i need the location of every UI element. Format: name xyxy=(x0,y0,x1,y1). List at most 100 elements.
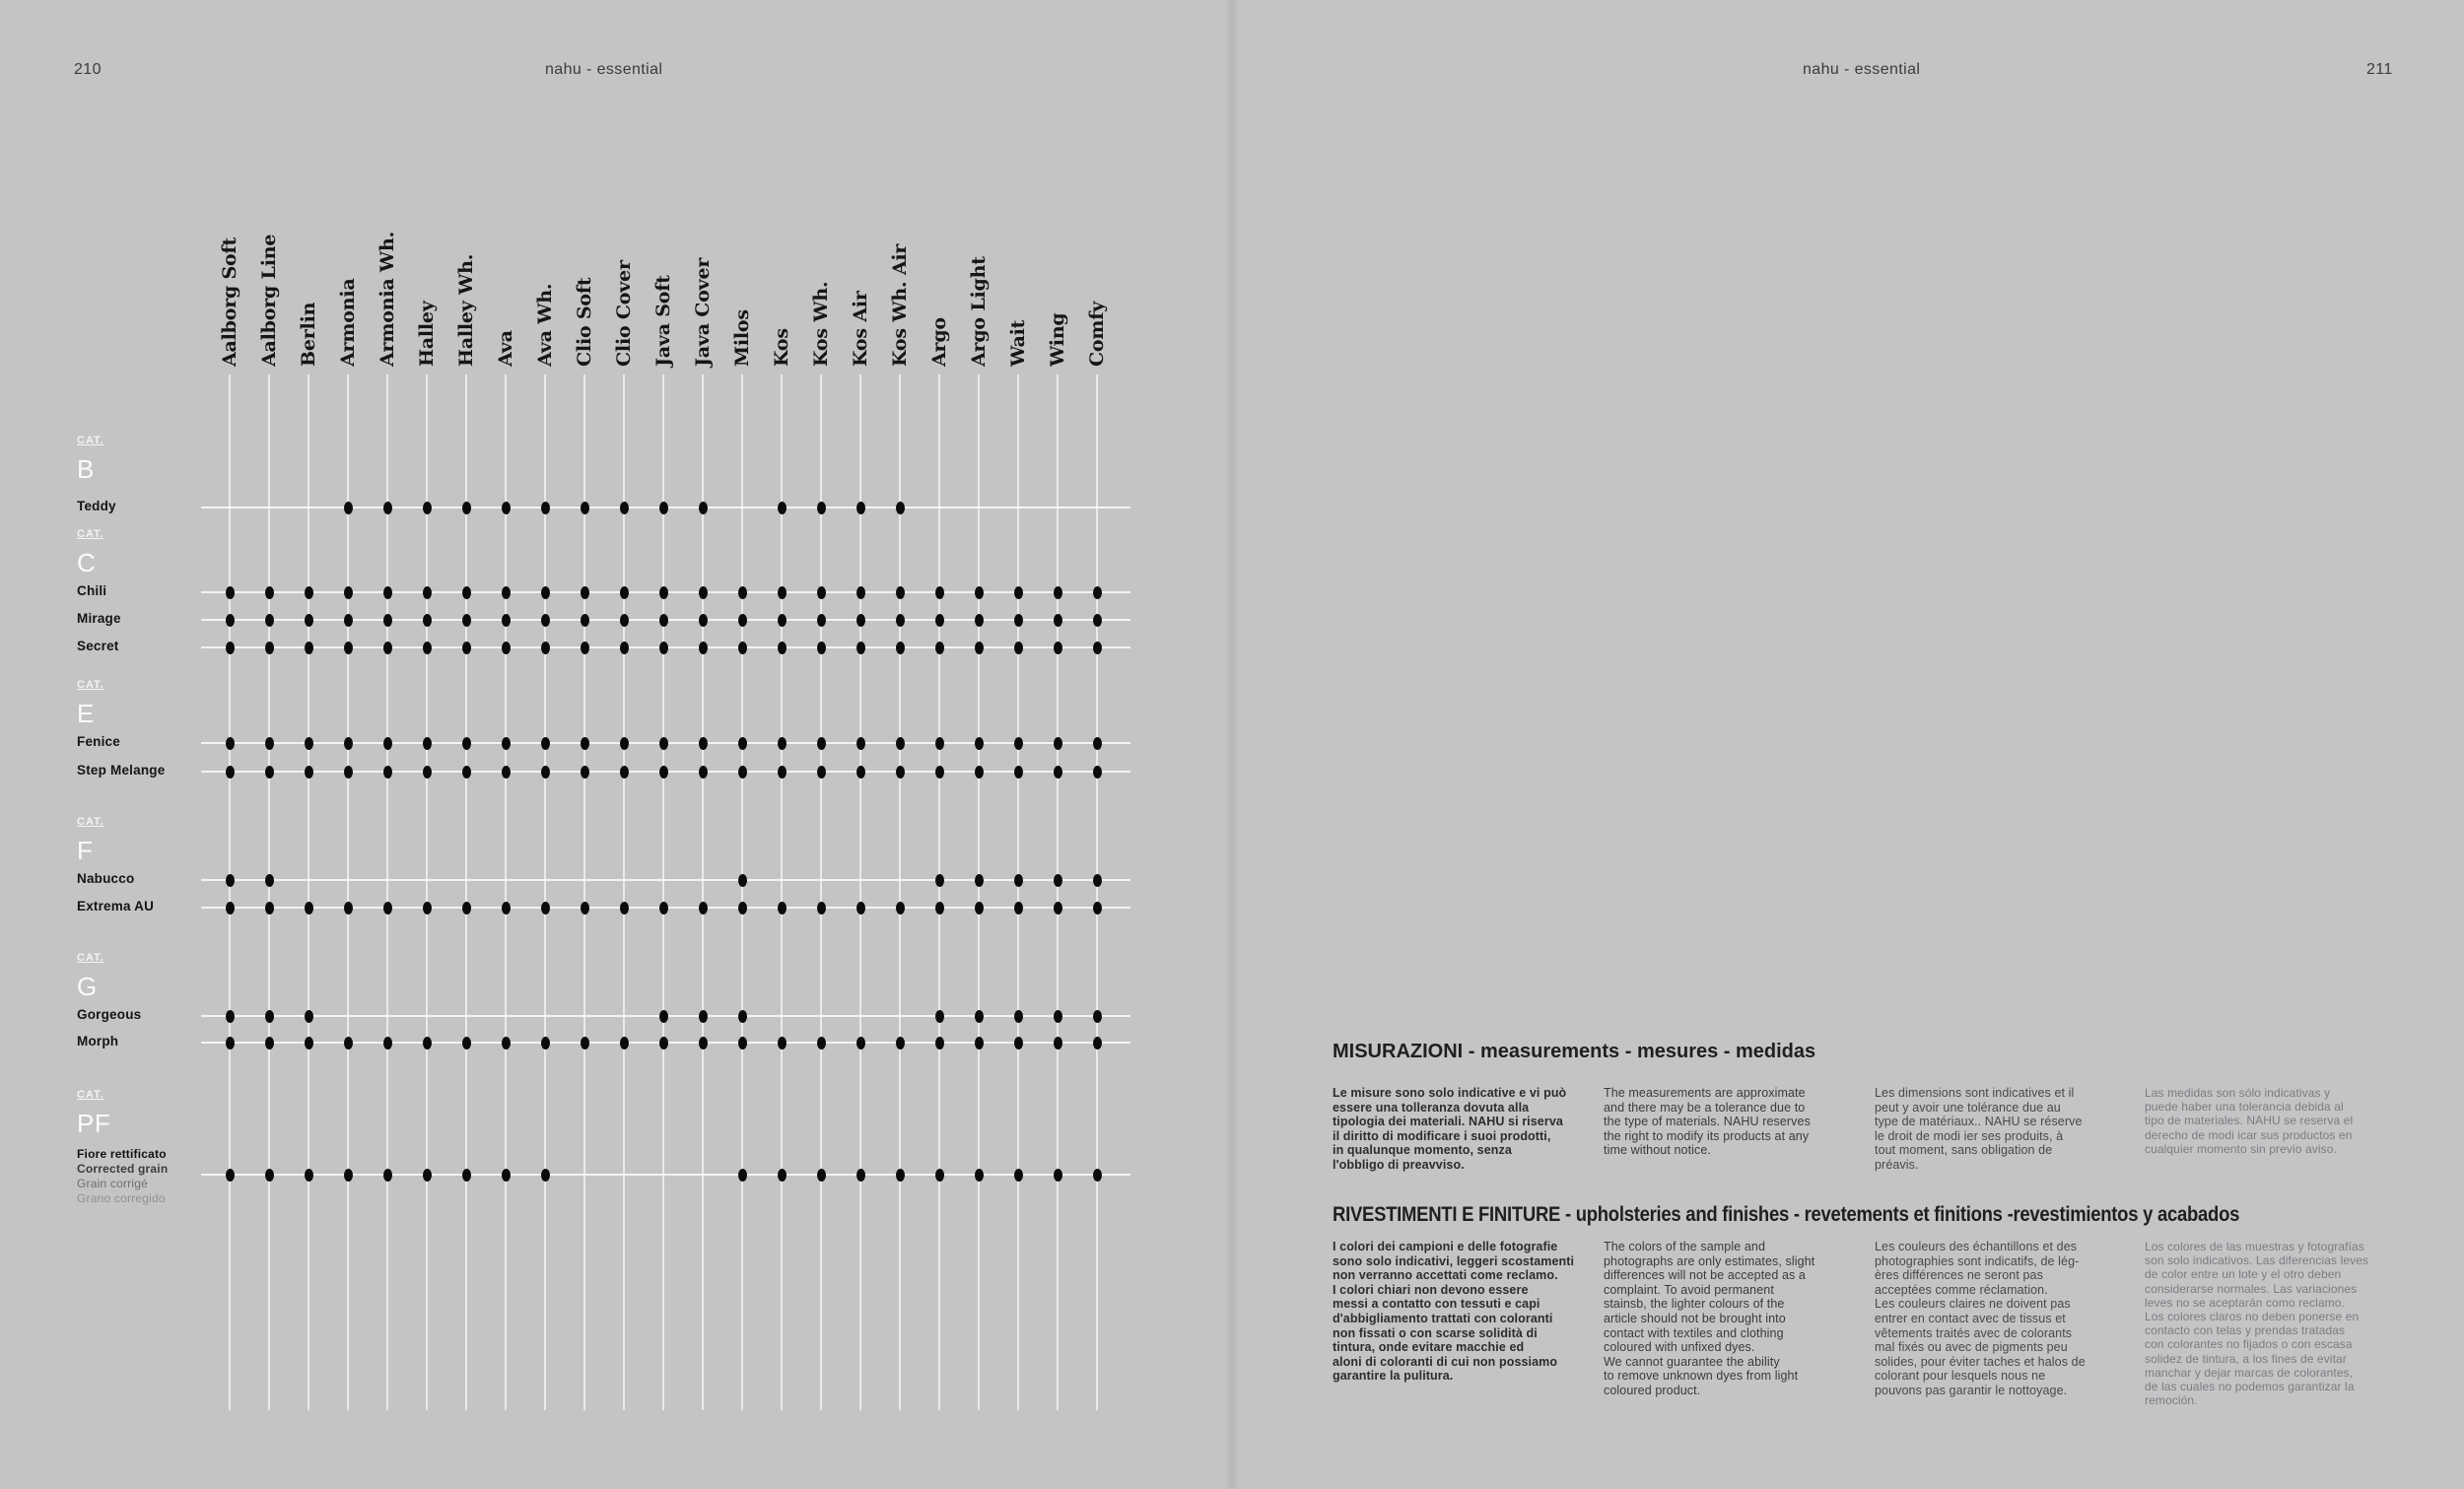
compatibility-dot xyxy=(777,765,787,778)
compatibility-dot xyxy=(422,765,432,778)
compatibility-dot xyxy=(264,1009,274,1023)
compatibility-dot xyxy=(382,765,392,778)
compatibility-dot xyxy=(343,1168,353,1182)
compatibility-dot xyxy=(225,901,235,914)
compatibility-dot xyxy=(1053,765,1062,778)
compatibility-dot xyxy=(580,736,589,750)
matrix-row-label: Fenice xyxy=(77,734,120,749)
compatibility-dot xyxy=(619,765,629,778)
matrix-row-label: Secret xyxy=(77,639,119,653)
compatibility-dot xyxy=(1092,1009,1102,1023)
compatibility-dot xyxy=(1053,641,1062,654)
compatibility-dot xyxy=(816,901,826,914)
upholsteries-text-italian: I colori dei campioni e delle fotografie… xyxy=(1333,1240,1575,1384)
compatibility-dot xyxy=(777,585,787,599)
compatibility-dot xyxy=(225,613,235,627)
compatibility-dot xyxy=(264,873,274,887)
compatibility-dot xyxy=(895,1036,905,1049)
compatibility-dot xyxy=(1092,736,1102,750)
compatibility-dot xyxy=(304,1168,313,1182)
compatibility-dot xyxy=(580,765,589,778)
compatibility-dot xyxy=(1092,1168,1102,1182)
matrix-column-line xyxy=(623,374,625,1410)
compatibility-dot xyxy=(1092,641,1102,654)
compatibility-dot xyxy=(422,1168,432,1182)
compatibility-dot xyxy=(974,736,984,750)
matrix-column-header: Clio Soft xyxy=(574,277,595,367)
category-label: CAT. xyxy=(77,435,104,446)
compatibility-dot xyxy=(264,613,274,627)
compatibility-dot xyxy=(580,501,589,514)
matrix-column-header: Kos Wh. xyxy=(810,281,832,367)
matrix-row-line xyxy=(201,1174,1130,1176)
matrix-column-header: Armonia xyxy=(337,278,359,367)
matrix-column-line xyxy=(583,374,585,1410)
matrix-row-label: Chili xyxy=(77,583,107,598)
matrix-column-header: Java Cover xyxy=(692,257,714,367)
compatibility-dot xyxy=(1013,873,1023,887)
measurements-text-italian: Le misure sono solo indicative e vi può … xyxy=(1333,1086,1567,1172)
compatibility-dot xyxy=(1053,613,1062,627)
compatibility-dot xyxy=(343,613,353,627)
matrix-column-line xyxy=(662,374,664,1410)
compatibility-dot xyxy=(856,641,865,654)
compatibility-dot xyxy=(658,641,668,654)
compatibility-dot xyxy=(501,1036,511,1049)
compatibility-dot xyxy=(1092,1036,1102,1049)
matrix-column-header: Argo xyxy=(928,317,950,367)
matrix-column-header: Ava Wh. xyxy=(534,283,556,367)
compatibility-dot xyxy=(1013,765,1023,778)
matrix-column-header: Kos xyxy=(771,328,792,367)
compatibility-dot xyxy=(856,1168,865,1182)
compatibility-dot xyxy=(777,736,787,750)
upholsteries-text-spanish: Los colores de las muestras y fotografía… xyxy=(2145,1240,2369,1408)
measurements-text-french: Les dimensions sont indicatives et il pe… xyxy=(1875,1086,2083,1172)
right-page-number: 211 xyxy=(2366,61,2393,78)
measurements-text-spanish: Las medidas son sólo indicativas y puede… xyxy=(2145,1086,2354,1156)
compatibility-dot xyxy=(225,873,235,887)
compatibility-dot xyxy=(619,901,629,914)
compatibility-dot xyxy=(343,901,353,914)
compatibility-dot xyxy=(304,736,313,750)
compatibility-dot xyxy=(698,1009,708,1023)
right-running-title: nahu - essential xyxy=(1803,61,1921,78)
compatibility-dot xyxy=(1092,765,1102,778)
category-label: CAT. xyxy=(77,528,104,540)
compatibility-dot xyxy=(934,613,944,627)
compatibility-dot xyxy=(658,585,668,599)
compatibility-dot xyxy=(816,585,826,599)
compatibility-dot xyxy=(934,641,944,654)
matrix-column-line xyxy=(702,374,704,1410)
compatibility-dot xyxy=(737,1009,747,1023)
compatibility-dot xyxy=(461,736,471,750)
compatibility-dot xyxy=(580,641,589,654)
compatibility-dot xyxy=(737,641,747,654)
matrix-column-line xyxy=(268,374,270,1410)
compatibility-dot xyxy=(698,613,708,627)
compatibility-dot xyxy=(737,765,747,778)
compatibility-dot xyxy=(934,873,944,887)
compatibility-dot xyxy=(816,1168,826,1182)
compatibility-dot xyxy=(895,641,905,654)
compatibility-dot xyxy=(698,736,708,750)
compatibility-dot xyxy=(1053,1168,1062,1182)
compatibility-dot xyxy=(895,613,905,627)
matrix-column-header: Argo Light xyxy=(968,256,990,367)
matrix-row-label: Morph xyxy=(77,1034,119,1049)
compatibility-dot xyxy=(895,501,905,514)
compatibility-dot xyxy=(1092,585,1102,599)
compatibility-dot xyxy=(1013,901,1023,914)
category-letter: G xyxy=(77,972,98,1001)
compatibility-dot xyxy=(974,765,984,778)
compatibility-dot xyxy=(501,613,511,627)
compatibility-dot xyxy=(304,641,313,654)
compatibility-dot xyxy=(501,501,511,514)
compatibility-dot xyxy=(856,1036,865,1049)
compatibility-dot xyxy=(974,873,984,887)
matrix-row-label-line: Corrected grain xyxy=(77,1162,169,1176)
compatibility-dot xyxy=(856,613,865,627)
compatibility-dot xyxy=(304,1036,313,1049)
compatibility-dot xyxy=(974,641,984,654)
compatibility-dot xyxy=(737,901,747,914)
